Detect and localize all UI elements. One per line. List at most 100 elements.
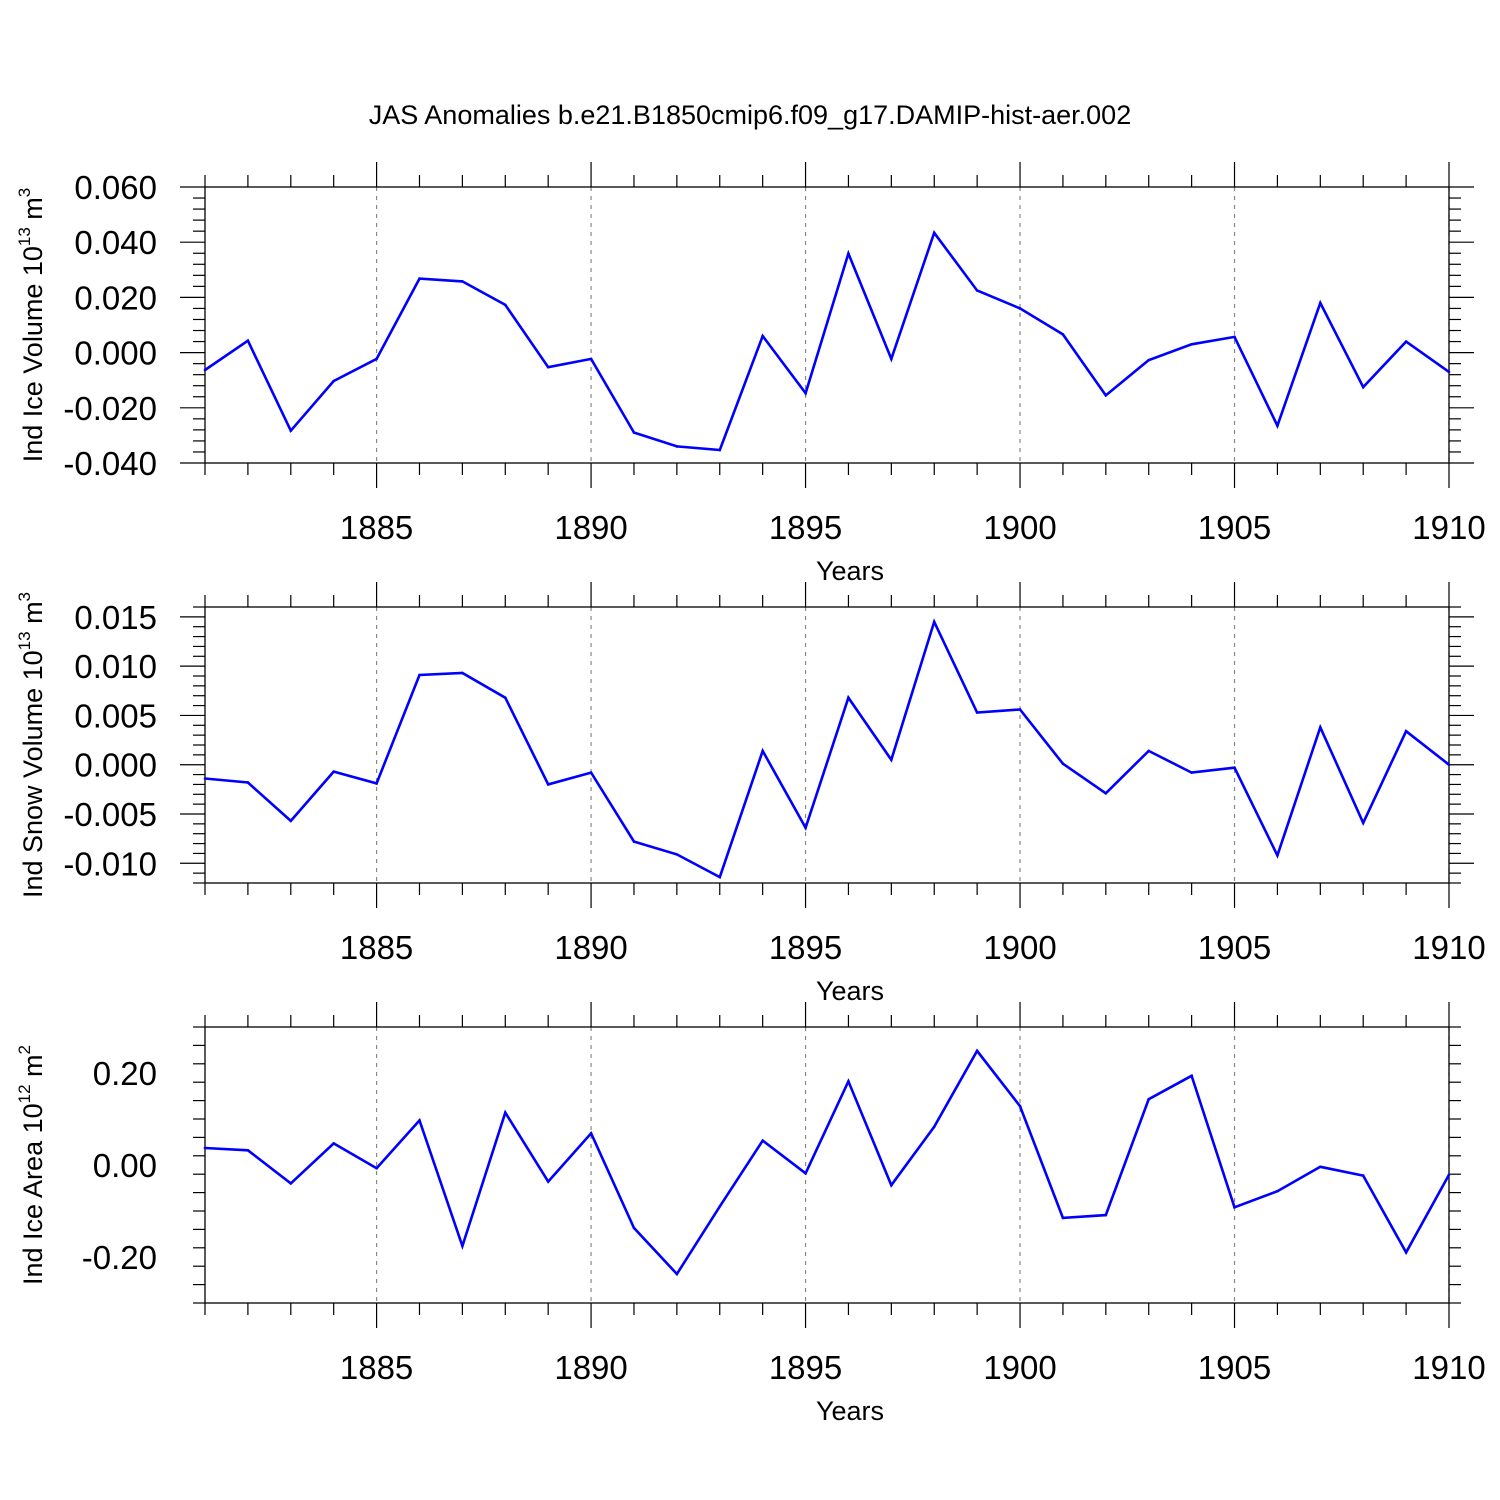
series-line bbox=[204, 1048, 1451, 1277]
x-tick-label: 1895 bbox=[769, 509, 842, 546]
data-point bbox=[847, 252, 850, 255]
data-point bbox=[332, 379, 335, 383]
y-tick-label: -0.040 bbox=[63, 445, 157, 482]
x-tick-label: 1890 bbox=[554, 509, 627, 546]
data-point bbox=[1061, 762, 1065, 766]
data-point bbox=[1447, 370, 1451, 374]
data-point bbox=[1104, 1213, 1108, 1217]
data-point bbox=[1276, 1189, 1279, 1193]
x-tick-label: 1900 bbox=[983, 929, 1056, 966]
data-point bbox=[1319, 725, 1322, 729]
data-point bbox=[932, 231, 936, 235]
data-point bbox=[975, 1049, 979, 1053]
data-point bbox=[1361, 385, 1365, 389]
x-tick-label: 1910 bbox=[1412, 509, 1485, 546]
y-tick-label: 0.005 bbox=[74, 697, 157, 734]
data-point bbox=[1233, 766, 1236, 769]
y-tick-label: -0.005 bbox=[63, 796, 157, 833]
data-point bbox=[932, 620, 936, 624]
plot-frame bbox=[204, 1026, 1450, 1304]
series-line bbox=[204, 230, 1450, 452]
data-point bbox=[761, 1139, 764, 1142]
y-tick-label: 0.20 bbox=[93, 1055, 157, 1092]
y-axis-label: Ind Ice Area 1012 m2 bbox=[15, 1045, 48, 1285]
data-point bbox=[632, 1226, 636, 1230]
x-tick-label: 1895 bbox=[769, 929, 842, 966]
data-point bbox=[761, 749, 764, 753]
data-point bbox=[375, 1166, 378, 1170]
data-point bbox=[1361, 821, 1365, 825]
x-tick-label: 1885 bbox=[340, 509, 413, 546]
data-point bbox=[546, 365, 550, 369]
x-axis-label: Years bbox=[816, 976, 884, 1006]
y-tick-label: 0.000 bbox=[74, 335, 157, 372]
data-point bbox=[718, 448, 722, 452]
data-point bbox=[461, 671, 464, 675]
panel-1: -0.040 -0.020 0.000 0.020 0.040 0.060 1885 1890… bbox=[15, 162, 1486, 586]
data-point bbox=[1233, 335, 1236, 339]
data-point bbox=[461, 1244, 464, 1248]
data-point bbox=[203, 1146, 207, 1150]
data-point bbox=[890, 758, 893, 762]
data-point bbox=[1190, 343, 1193, 346]
data-point bbox=[503, 696, 507, 699]
data-point bbox=[804, 391, 807, 395]
data-point bbox=[975, 711, 979, 714]
chart-title: JAS Anomalies b.e21.B1850cmip6.f09_g17.D… bbox=[369, 100, 1131, 130]
data-point bbox=[1319, 1165, 1322, 1169]
x-tick-label: 1910 bbox=[1412, 929, 1485, 966]
data-point bbox=[289, 429, 293, 433]
data-point bbox=[246, 339, 250, 343]
y-tick-label: 0.040 bbox=[74, 224, 157, 261]
data-point bbox=[1018, 1104, 1022, 1108]
plot-frame bbox=[204, 186, 1450, 464]
data-point bbox=[632, 431, 636, 434]
data-point bbox=[890, 357, 893, 361]
data-point bbox=[890, 1183, 893, 1187]
y-tick-label: 0.010 bbox=[74, 648, 157, 685]
data-point bbox=[1190, 771, 1193, 774]
data-point bbox=[632, 840, 636, 843]
y-tick-label: -0.010 bbox=[63, 845, 157, 882]
data-point bbox=[1233, 1206, 1236, 1209]
data-point bbox=[332, 1142, 335, 1145]
x-axis-label: Years bbox=[816, 1396, 884, 1426]
x-tick-label: 1905 bbox=[1198, 929, 1271, 966]
data-point bbox=[675, 853, 679, 856]
data-point bbox=[1147, 1097, 1151, 1101]
data-point bbox=[675, 1272, 679, 1276]
data-point bbox=[804, 826, 807, 830]
data-point bbox=[246, 1148, 250, 1152]
data-point bbox=[1061, 333, 1065, 336]
panel-3: -0.20 0.00 0.20 1885 1890 1895 1900 1905 1910 Yea… bbox=[15, 1002, 1486, 1426]
y-axis-label: Ind Ice Volume 1013 m3 bbox=[15, 188, 48, 463]
data-point bbox=[1404, 1251, 1408, 1254]
data-point bbox=[1276, 424, 1279, 428]
x-tick-label: 1890 bbox=[554, 929, 627, 966]
panel-2: -0.010 -0.005 0.000 0.005 0.010 0.015 1885 1890… bbox=[15, 582, 1486, 1006]
data-point bbox=[461, 280, 464, 283]
data-point bbox=[418, 673, 421, 677]
y-axis-label: Ind Snow Volume 1013 m3 bbox=[15, 592, 48, 898]
data-point bbox=[718, 875, 722, 879]
y-tick-label: -0.020 bbox=[63, 390, 157, 427]
data-point bbox=[375, 782, 378, 785]
data-point bbox=[589, 357, 593, 361]
data-point bbox=[1276, 854, 1279, 857]
data-point bbox=[203, 368, 207, 372]
y-tick-label: 0.015 bbox=[74, 599, 157, 636]
data-point bbox=[847, 1079, 850, 1083]
x-tick-label: 1890 bbox=[554, 1349, 627, 1386]
data-point bbox=[1447, 1173, 1451, 1176]
x-tick-label: 1895 bbox=[769, 1349, 842, 1386]
data-point bbox=[289, 1182, 293, 1185]
x-tick-label: 1910 bbox=[1412, 1349, 1485, 1386]
y-tick-label: -0.20 bbox=[82, 1239, 157, 1276]
data-point bbox=[675, 445, 679, 448]
x-tick-label: 1885 bbox=[340, 929, 413, 966]
data-point bbox=[589, 1131, 593, 1135]
data-point bbox=[1104, 792, 1108, 795]
data-point bbox=[1061, 1216, 1065, 1220]
data-point bbox=[1147, 749, 1151, 753]
series-line bbox=[204, 618, 1450, 879]
